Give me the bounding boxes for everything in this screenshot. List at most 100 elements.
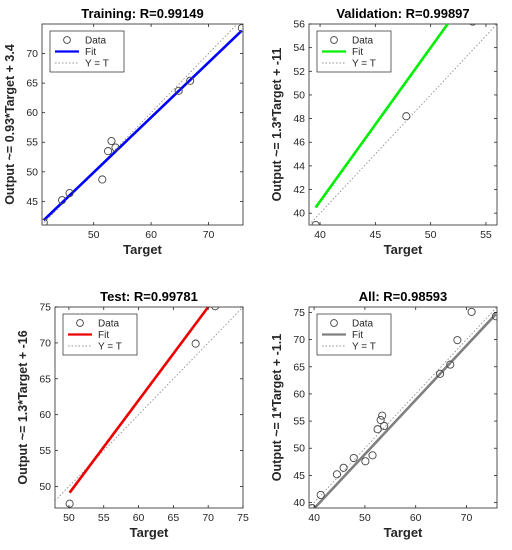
all-x-tick-label: 60 — [410, 512, 422, 524]
all-data-point — [339, 463, 348, 472]
validation-title: Validation: R=0.99897 — [336, 6, 469, 21]
all-data-point — [361, 457, 370, 466]
training-legend-fit-label: Fit — [85, 47, 96, 58]
validation-y-tick-label: 56 — [293, 19, 305, 31]
test-plot-layer — [55, 307, 243, 508]
validation-y-tick-label: 42 — [293, 184, 305, 196]
training-identity-line — [42, 24, 238, 225]
training-x-tick-label: 50 — [88, 229, 100, 241]
test-legend-data-label: Data — [98, 319, 120, 330]
validation-y-tick-label: 48 — [293, 113, 305, 125]
training-data-point — [174, 86, 183, 95]
validation-y-tick-label: 50 — [293, 89, 305, 101]
training-title: Training: R=0.99149 — [81, 6, 203, 21]
all-y-tick-label: 55 — [293, 416, 305, 428]
training-plot-layer — [42, 24, 243, 225]
all-y-tick-label: 60 — [293, 388, 305, 400]
validation-x-tick-label: 55 — [480, 229, 492, 241]
training-legend-data-marker — [63, 36, 71, 44]
all-data-point — [373, 425, 382, 434]
training-data-point — [98, 175, 107, 184]
validation-y-tick-label: 44 — [293, 160, 305, 172]
test-y-axis-label: Output ~= 1.3*Target + -16 — [16, 330, 30, 484]
validation-x-tick-label: 45 — [370, 229, 382, 241]
validation-y-axis-label: Output ~= 1.3*Target + -11 — [270, 48, 284, 202]
test-panel: 50 55 60 65 70 75 50 55 60 65 70 75 Test: R=0.99781 T… — [16, 289, 249, 540]
all-title: All: R=0.98593 — [359, 289, 448, 304]
validation-legend-data-label: Data — [352, 36, 374, 47]
validation-legend-identity-label: Y = T — [352, 59, 376, 70]
all-fit-line — [312, 313, 497, 508]
all-panel: 40 50 60 70 40 45 50 55 60 65 70 75 All: R=0.98593 Ta… — [270, 289, 498, 540]
all-data-point — [446, 360, 455, 369]
training-y-axis-label: Output ~= 0.93*Target + 3.4 — [3, 44, 17, 205]
validation-x-axis-label: Target — [384, 242, 423, 257]
test-x-tick-label: 55 — [98, 512, 110, 524]
test-legend-identity-label: Y = T — [98, 342, 122, 353]
training-fit-line — [42, 29, 243, 222]
all-data-point — [453, 336, 462, 345]
test-y-tick-label: 55 — [39, 445, 51, 457]
all-x-tick-label: 70 — [461, 512, 473, 524]
training-y-tick-label: 50 — [26, 166, 38, 178]
all-data-point — [376, 415, 385, 425]
training-data-point — [111, 143, 120, 152]
all-data-point — [368, 451, 377, 460]
validation-y-tick-label: 52 — [293, 66, 305, 78]
test-data-point — [211, 307, 220, 311]
validation-data-point — [311, 220, 320, 225]
test-y-tick-label: 70 — [39, 337, 51, 349]
validation-fit-line — [314, 24, 450, 209]
test-legend-fit-label: Fit — [98, 330, 109, 341]
validation-plot-layer — [309, 24, 497, 225]
training-data-point — [107, 137, 116, 146]
test-data-point — [65, 499, 74, 508]
training-x-axis-label: Target — [123, 242, 162, 257]
training-panel: 50 60 70 45 50 55 60 65 70 Training: R=0.99149 Tar… — [3, 6, 244, 257]
validation-y-tick-label: 40 — [293, 208, 305, 220]
training-data-point — [186, 76, 195, 85]
all-y-tick-label: 50 — [293, 443, 305, 455]
training-data-point — [103, 147, 113, 156]
all-legend-identity-label: Y = T — [352, 342, 376, 353]
training-data-point — [42, 218, 48, 225]
validation-identity-line — [309, 24, 497, 225]
test-y-tick-label: 50 — [39, 481, 51, 493]
validation-data-point — [402, 112, 411, 121]
training-y-tick-label: 45 — [26, 196, 38, 208]
all-data-point — [316, 490, 325, 500]
all-y-tick-label: 65 — [293, 361, 305, 373]
validation-x-tick-label: 50 — [425, 229, 437, 241]
validation-legend-data-marker — [330, 36, 338, 44]
all-data-point — [332, 470, 341, 479]
test-y-tick-label: 65 — [39, 373, 51, 385]
test-x-tick-label: 50 — [63, 512, 75, 524]
all-legend-data-label: Data — [352, 319, 374, 330]
test-legend-data-marker — [76, 319, 84, 327]
validation-data-point — [469, 24, 476, 26]
training-legend-identity-label: Y = T — [85, 59, 109, 70]
all-x-tick-label: 40 — [308, 512, 320, 524]
training-data-point — [58, 196, 67, 205]
all-y-tick-label: 70 — [293, 334, 305, 346]
all-y-tick-label: 40 — [293, 497, 305, 509]
all-x-tick-label: 50 — [359, 512, 371, 524]
test-fit-line — [68, 307, 210, 494]
all-data-point — [378, 411, 387, 420]
test-x-tick-label: 70 — [202, 512, 214, 524]
test-y-tick-label: 75 — [39, 302, 51, 314]
all-data-point — [436, 369, 445, 378]
all-legend-fit-label: Fit — [352, 330, 363, 341]
all-data-point — [380, 421, 389, 431]
test-title: Test: R=0.99781 — [100, 289, 198, 304]
training-data-point — [237, 24, 243, 33]
test-x-tick-label: 75 — [237, 512, 249, 524]
test-x-tick-label: 60 — [133, 512, 145, 524]
validation-y-tick-label: 46 — [293, 137, 305, 149]
validation-y-tick-label: 54 — [293, 42, 305, 54]
all-x-axis-label: Target — [384, 525, 423, 540]
training-data-point — [65, 189, 74, 198]
